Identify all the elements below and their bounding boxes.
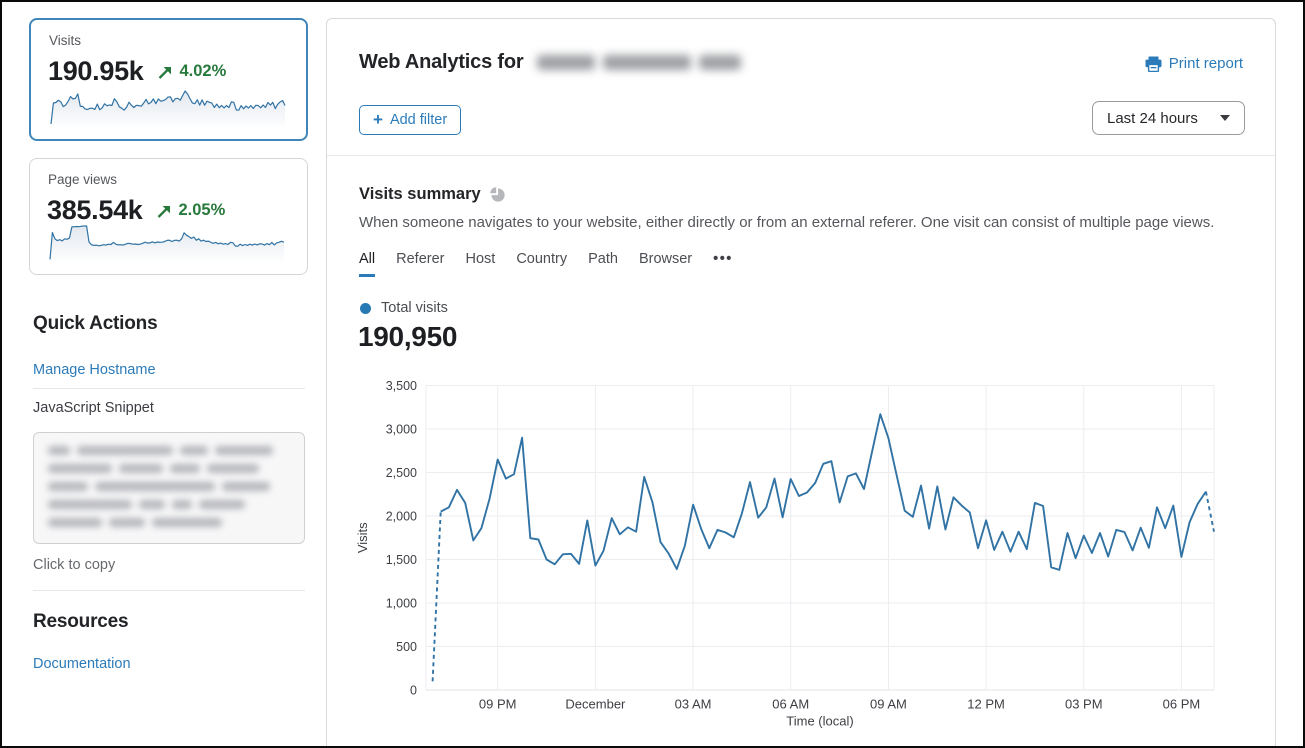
svg-text:09 AM: 09 AM xyxy=(870,697,907,712)
documentation-link[interactable]: Documentation xyxy=(33,656,131,672)
tab-host[interactable]: Host xyxy=(465,251,496,267)
svg-text:2,000: 2,000 xyxy=(386,510,417,524)
tab-referer[interactable]: Referer xyxy=(396,251,445,267)
chevron-down-icon xyxy=(1220,115,1230,121)
svg-text:Visits: Visits xyxy=(355,522,370,553)
svg-text:500: 500 xyxy=(396,640,417,654)
svg-text:03 PM: 03 PM xyxy=(1065,697,1103,712)
print-report-label: Print report xyxy=(1168,55,1243,72)
javascript-snippet-box[interactable] xyxy=(33,432,305,544)
svg-text:3,000: 3,000 xyxy=(386,423,417,437)
legend-label: Total visits xyxy=(381,300,448,316)
more-tabs-button[interactable]: ••• xyxy=(713,251,733,267)
tab-all[interactable]: All xyxy=(359,251,376,277)
svg-text:1,500: 1,500 xyxy=(386,553,417,567)
javascript-snippet-label: JavaScript Snippet xyxy=(33,400,154,416)
quick-actions-heading: Quick Actions xyxy=(33,313,158,334)
visits-sparkline-chart xyxy=(50,90,286,127)
svg-text:09 PM: 09 PM xyxy=(479,697,517,712)
sidebar-divider xyxy=(33,388,305,389)
add-filter-label: Add filter xyxy=(389,112,448,128)
time-range-value: Last 24 hours xyxy=(1107,109,1198,127)
metric-card-value: 385.54k xyxy=(47,195,143,225)
total-visits-value: 190,950 xyxy=(358,321,458,352)
metric-card-value: 190.95k xyxy=(48,56,144,86)
svg-text:Time (local): Time (local) xyxy=(786,714,853,729)
tab-path[interactable]: Path xyxy=(588,251,618,267)
resources-heading: Resources xyxy=(33,611,129,632)
manage-hostname-link[interactable]: Manage Hostname xyxy=(33,362,156,378)
metric-change-badge: 2.05% xyxy=(156,201,226,220)
sidebar-divider xyxy=(33,590,305,591)
tab-country[interactable]: Country xyxy=(516,251,568,267)
legend-dot-icon xyxy=(360,302,371,314)
time-range-select[interactable]: Last 24 hours xyxy=(1092,101,1245,135)
svg-text:3,500: 3,500 xyxy=(386,379,417,393)
visits-summary-title: Visits summary xyxy=(359,185,481,203)
metric-card-page-views[interactable]: Page views 385.54k 2.05% xyxy=(29,158,308,275)
dimension-tabs: All Referer Host Country Path Browser ••• xyxy=(359,251,733,277)
svg-text:06 AM: 06 AM xyxy=(772,697,809,712)
metric-card-label: Page views xyxy=(48,172,118,187)
metric-change-badge: 4.02% xyxy=(157,62,227,81)
click-to-copy-hint: Click to copy xyxy=(33,557,116,573)
trend-up-arrow-icon xyxy=(157,206,170,218)
tab-browser[interactable]: Browser xyxy=(638,251,693,267)
pie-chart-icon[interactable] xyxy=(489,187,505,202)
svg-text:03 AM: 03 AM xyxy=(675,697,712,712)
plus-icon: + xyxy=(373,110,383,129)
svg-text:0: 0 xyxy=(410,684,417,698)
metric-card-visits[interactable]: Visits 190.95k 4.02% xyxy=(29,18,308,141)
svg-text:1,000: 1,000 xyxy=(386,597,417,611)
metric-change-value: 4.02% xyxy=(179,62,227,80)
svg-text:12 PM: 12 PM xyxy=(967,697,1005,712)
visits-summary-description: When someone navigates to your website, … xyxy=(359,214,1215,231)
trend-up-arrow-icon xyxy=(158,67,171,79)
svg-text:06 PM: 06 PM xyxy=(1163,697,1201,712)
add-filter-button[interactable]: + Add filter xyxy=(359,105,462,135)
page-title: Web Analytics for xyxy=(359,51,524,73)
svg-text:2,500: 2,500 xyxy=(386,466,417,480)
panel-divider xyxy=(327,155,1275,156)
svg-text:December: December xyxy=(565,697,626,712)
redacted-domain xyxy=(537,55,742,70)
printer-icon xyxy=(1145,56,1162,72)
pageviews-sparkline-chart xyxy=(49,225,285,262)
metric-card-label: Visits xyxy=(49,33,82,48)
print-report-link[interactable]: Print report xyxy=(1145,55,1243,72)
metric-change-value: 2.05% xyxy=(178,201,226,219)
analytics-panel: Web Analytics for Print report + Add fil… xyxy=(326,18,1276,748)
